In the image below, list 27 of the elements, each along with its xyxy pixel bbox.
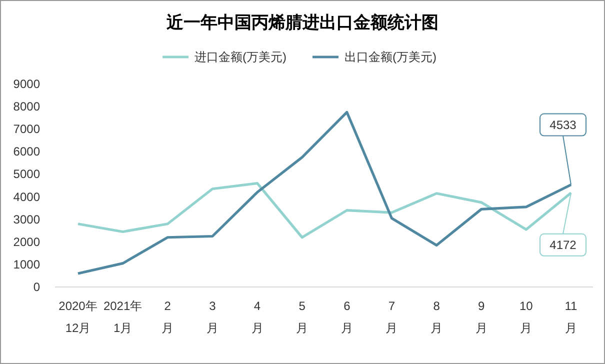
x-tick-label: 5 月 — [296, 299, 308, 335]
x-tick-label: 3 月 — [206, 299, 218, 335]
x-tick-label: 8 月 — [430, 299, 443, 335]
x-tick-label: 2 月 — [162, 299, 174, 335]
legend-label: 出口金额(万美元) — [344, 50, 436, 64]
y-tick-label: 3000 — [13, 212, 40, 226]
x-tick-label: 2020年 12月 — [58, 299, 98, 335]
data-label: 4533 — [550, 118, 577, 132]
y-tick-label: 5000 — [13, 167, 40, 182]
x-tick-label: 7 月 — [386, 299, 398, 335]
y-tick-label: 8000 — [13, 100, 40, 114]
y-tick-label: 0 — [33, 280, 40, 294]
y-tick-label: 7000 — [13, 122, 40, 136]
data-label: 4172 — [550, 238, 577, 252]
x-tick-label: 11 月 — [564, 299, 578, 335]
x-tick-label: 9 月 — [475, 299, 488, 335]
x-tick-label: 2021年 1月 — [103, 299, 142, 335]
y-tick-label: 4000 — [13, 190, 40, 204]
x-tick-label: 10 月 — [520, 299, 534, 335]
y-tick-label: 1000 — [13, 257, 40, 272]
y-tick-label: 6000 — [13, 144, 40, 159]
chart-title: 近一年中国丙烯腈进出口金额统计图 — [166, 13, 438, 32]
legend-label: 进口金额(万美元) — [194, 50, 286, 64]
y-tick-label: 2000 — [13, 234, 40, 249]
x-tick-label: 6 月 — [340, 299, 353, 335]
y-tick-label: 9000 — [13, 77, 40, 91]
x-tick-label: 4 月 — [251, 299, 264, 335]
